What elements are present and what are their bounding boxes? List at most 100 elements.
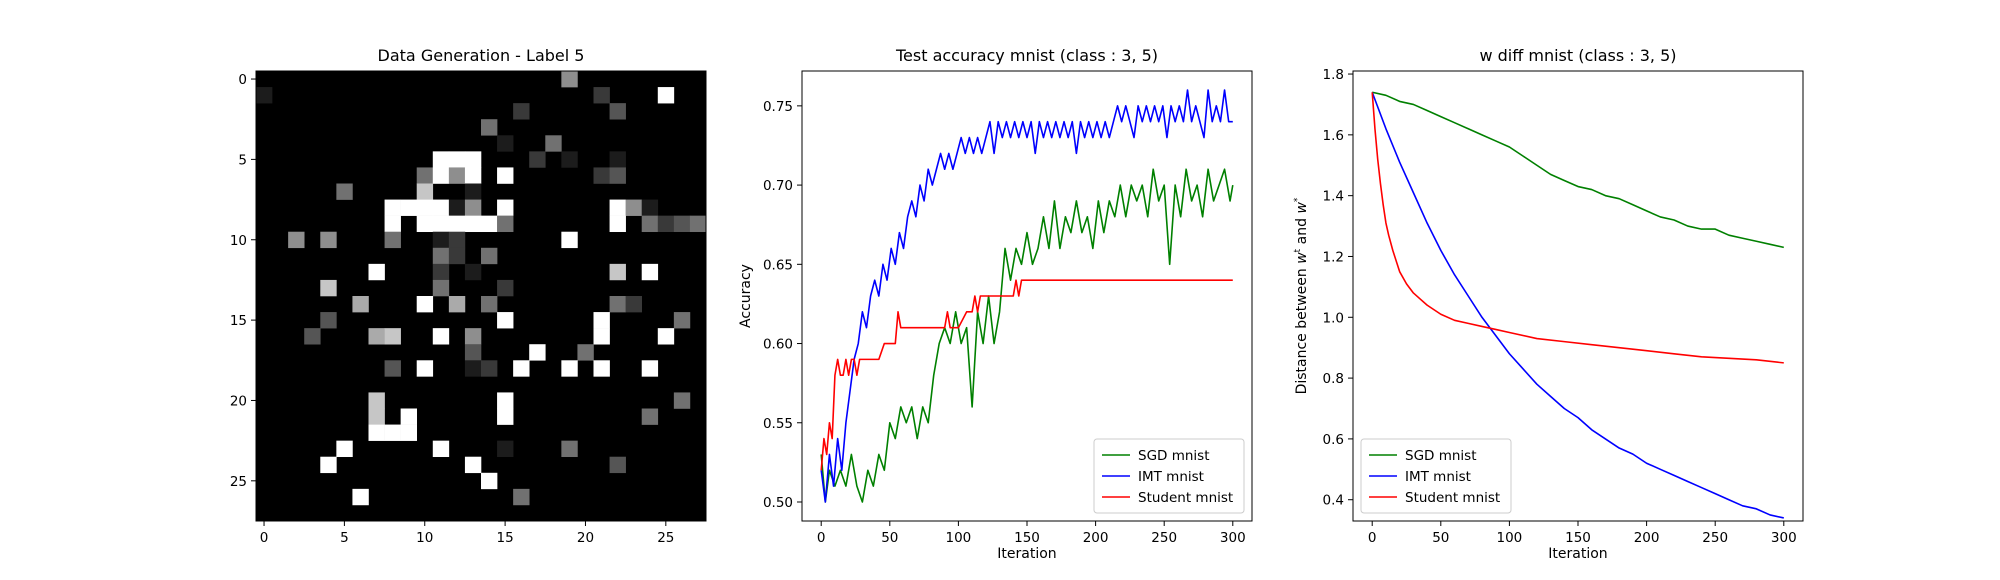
wdiff-xtick-label: 250 bbox=[1702, 530, 1728, 546]
heatmap-cell bbox=[609, 151, 626, 168]
heatmap-cell bbox=[448, 151, 466, 168]
heatmap-cell bbox=[464, 167, 482, 184]
accuracy-xtick-label: 200 bbox=[1083, 530, 1109, 546]
heatmap-cell bbox=[497, 440, 514, 458]
wdiff-ytick-label: 1.6 bbox=[1323, 128, 1344, 144]
heatmap-cell bbox=[673, 215, 691, 233]
heatmap-cell bbox=[432, 440, 450, 458]
heatmap-cell bbox=[368, 392, 385, 409]
heatmap-cell bbox=[625, 199, 643, 216]
heatmap-cell bbox=[497, 135, 514, 152]
heatmap-cell bbox=[497, 167, 514, 184]
heatmap-cells bbox=[256, 71, 707, 521]
heatmap-cell bbox=[432, 231, 450, 249]
heatmap-cell bbox=[432, 215, 450, 233]
heatmap-cell bbox=[416, 183, 434, 200]
heatmap-cell bbox=[400, 424, 418, 441]
heatmap-cell bbox=[384, 199, 401, 216]
heatmap-cell bbox=[416, 296, 434, 313]
heatmap-cell bbox=[464, 215, 482, 233]
accuracy-legend-label: SGD mnist bbox=[1138, 448, 1210, 464]
heatmap-cell bbox=[320, 456, 337, 474]
wdiff-ytick-label: 1.4 bbox=[1323, 189, 1344, 205]
heatmap-xtick-label: 10 bbox=[416, 530, 433, 546]
heatmap-cell bbox=[561, 360, 578, 377]
heatmap-cell bbox=[448, 199, 466, 216]
heatmap-cell bbox=[641, 199, 659, 216]
accuracy-xtick-label: 300 bbox=[1220, 530, 1246, 546]
accuracy-ytick-label: 0.50 bbox=[763, 495, 793, 511]
heatmap-cell bbox=[320, 231, 337, 249]
heatmap-cell bbox=[593, 328, 610, 345]
wdiff-ytick-label: 0.4 bbox=[1323, 493, 1344, 509]
wdiff-legend: SGD mnist IMT mnist Student mnist bbox=[1360, 438, 1512, 514]
wdiff-series-line bbox=[1371, 92, 1784, 364]
heatmap-cell bbox=[464, 263, 482, 281]
heatmap-cell bbox=[448, 231, 466, 249]
heatmap-cell bbox=[432, 247, 450, 265]
accuracy-ytick-label: 0.70 bbox=[763, 178, 793, 194]
heatmap-cell bbox=[689, 215, 707, 233]
accuracy-series-line bbox=[820, 89, 1233, 503]
wdiff-legend-box bbox=[1360, 438, 1512, 514]
wdiff-ytick-label: 1.0 bbox=[1323, 310, 1344, 326]
heatmap-cell bbox=[641, 408, 659, 425]
heatmap-cell bbox=[529, 151, 546, 168]
heatmap-cell bbox=[256, 87, 273, 104]
accuracy-series-line bbox=[820, 168, 1234, 503]
heatmap-cell bbox=[481, 119, 498, 136]
heatmap-xtick-label: 20 bbox=[577, 530, 594, 546]
accuracy-legend-label: IMT mnist bbox=[1138, 469, 1204, 485]
heatmap-cell bbox=[368, 408, 385, 425]
wdiff-lines bbox=[1371, 91, 1784, 519]
wdiff-xtick-label: 100 bbox=[1497, 530, 1523, 546]
accuracy-legend-label: Student mnist bbox=[1138, 490, 1233, 506]
heatmap-cell bbox=[657, 328, 675, 345]
heatmap-xtick-label: 15 bbox=[497, 530, 514, 546]
heatmap-cell bbox=[448, 167, 466, 184]
heatmap-cell bbox=[497, 392, 514, 409]
heatmap-cell bbox=[481, 472, 498, 490]
accuracy-legend: SGD mnist IMT mnist Student mnist bbox=[1093, 438, 1245, 514]
heatmap-cell bbox=[416, 167, 434, 184]
heatmap-cell bbox=[464, 328, 482, 345]
heatmap-cell bbox=[384, 424, 401, 441]
heatmap-ytick-label: 5 bbox=[238, 152, 247, 168]
heatmap-cell bbox=[593, 360, 610, 377]
heatmap-cell bbox=[673, 312, 691, 329]
heatmap-cell bbox=[368, 424, 385, 441]
wdiff-ytick-label: 0.8 bbox=[1323, 371, 1344, 387]
accuracy-xtick-label: 250 bbox=[1151, 530, 1177, 546]
heatmap-title: Data Generation - Label 5 bbox=[378, 46, 585, 65]
heatmap-cell bbox=[432, 279, 450, 297]
heatmap-cell bbox=[609, 263, 626, 281]
heatmap-cell bbox=[497, 215, 514, 233]
heatmap-cell bbox=[384, 360, 401, 377]
heatmap-xtick-label: 5 bbox=[340, 530, 349, 546]
wdiff-ytick-label: 1.8 bbox=[1323, 67, 1344, 83]
heatmap-cell bbox=[673, 392, 691, 409]
heatmap-cell bbox=[513, 360, 530, 377]
heatmap-cell bbox=[368, 263, 385, 281]
heatmap-cell bbox=[336, 183, 353, 200]
heatmap-cell bbox=[416, 199, 434, 216]
heatmap-ytick-label: 25 bbox=[230, 474, 247, 490]
heatmap-frame bbox=[255, 70, 707, 522]
wdiff-ylabel: Distance between wt and w* bbox=[1293, 197, 1310, 394]
accuracy-ytick-label: 0.75 bbox=[763, 99, 793, 115]
heatmap-cell bbox=[368, 328, 385, 345]
heatmap-cell bbox=[561, 440, 578, 458]
heatmap-cell bbox=[464, 183, 482, 200]
heatmap-cell bbox=[657, 87, 675, 104]
accuracy-xtick-label: 0 bbox=[817, 530, 826, 546]
heatmap-cell bbox=[448, 247, 466, 265]
heatmap-cell bbox=[432, 151, 450, 168]
heatmap-cell bbox=[497, 408, 514, 425]
accuracy-xtick-label: 150 bbox=[1014, 530, 1040, 546]
wdiff-xlabel: Iteration bbox=[1548, 546, 1607, 562]
heatmap-cell bbox=[464, 344, 482, 361]
wdiff-xtick-label: 300 bbox=[1771, 530, 1797, 546]
heatmap-cell bbox=[432, 167, 450, 184]
heatmap-cell bbox=[481, 215, 498, 233]
